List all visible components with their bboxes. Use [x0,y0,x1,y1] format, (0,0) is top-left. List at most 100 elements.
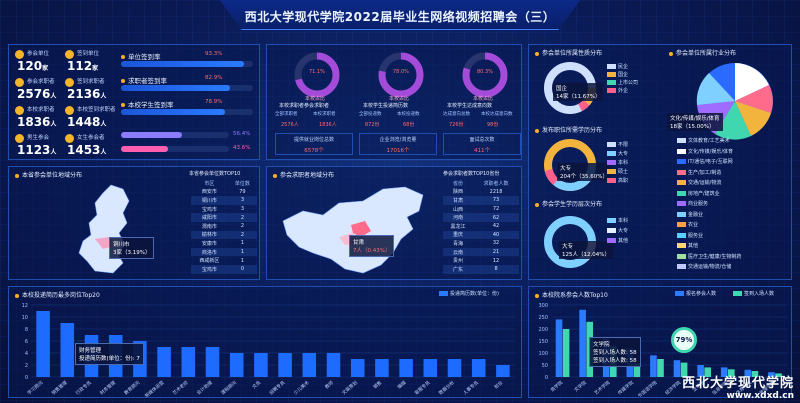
china-tooltip-title: 甘肃 [353,240,365,246]
legend-item[interactable]: 不限 [607,141,628,148]
bar [399,359,413,377]
rate-bar-fill [121,109,226,115]
legend-label: 文体教育/工艺美术 [688,138,730,144]
legend-swatch [677,180,686,185]
legend-item[interactable]: 民企 [607,63,628,70]
watermark: 西北大学现代学院 www.xdxd.cn [682,372,794,401]
percent-donut [462,52,508,98]
stat-number: 1453 [67,143,101,157]
user-icon [15,106,24,115]
legend-item[interactable]: 国企 [607,71,628,78]
legend-item[interactable]: 硕士 [607,168,628,175]
x-tick-label: 教师 [323,379,335,391]
header-frame [220,0,580,30]
table-row: 云南 21 [443,247,519,257]
legend-swatch [607,64,616,69]
y-tick-label: 300 [538,303,548,309]
table-cell: 榆林市 [191,230,228,240]
donut-percent: 80.3% [477,69,493,75]
table-cell: 1 [227,247,257,257]
positions-chart-panel: 本校投递简历最多岗位Top20 投递简历数(单位：份) 0 2 4 6 8 10 12 学习顾… [8,286,522,398]
province-col-count: 单位数 [234,180,250,187]
legend-label: 上市公司 [618,80,639,86]
y-tick-label: 6 [25,339,28,345]
legend-item[interactable]: 本科 [607,159,628,166]
legend-label: 本科 [618,218,629,224]
legend-item[interactable]: 其他 [607,237,628,244]
legend-item[interactable]: 农业 [677,221,698,228]
china-map[interactable] [273,181,433,279]
donut-stat-label: 全部求职者 [275,112,298,117]
donut-percent: 78.0% [393,69,409,75]
bar [181,347,196,377]
legend-item[interactable]: 金融业 [677,211,703,218]
industry-tooltip: 文化/传媒/娱乐/体育 18家（15.00%） [667,113,723,131]
bullet-icon [121,103,125,107]
table-row: 重庆 40 [443,230,519,240]
stat-unit: 家 [42,65,49,72]
bar [720,367,728,377]
user-icon [15,50,24,59]
x-tick-label: 艺术学院 [593,379,612,396]
legend-item[interactable]: 大专 [607,150,628,157]
donut-stat-label: 本校达成意向数 [481,112,513,117]
legend-item[interactable]: 上市公司 [607,79,638,86]
donut-title: 本校学生投递简历数 [363,103,409,109]
table-cell: 2 [227,230,257,240]
positions-legend-text: 投递简历数(单位：份) [450,291,499,297]
legend-label: 金融业 [688,211,704,218]
legend-swatch [677,148,686,154]
table-cell: 72 [492,206,500,213]
legend-item[interactable]: 大专 [607,227,628,234]
table-cell: 西安市 [201,189,217,196]
legend-item[interactable]: 本科 [607,217,628,224]
stat-value: 1448人 [67,115,106,129]
legend-item[interactable]: 文体教育/工艺美术 [677,137,730,144]
positions-tooltip: 财务管理 投递简历数(单位：份): 7 [75,343,144,365]
x-tick-label: 外国语学院 [636,379,658,397]
legend-item[interactable]: 生产/加工/制造 [677,169,721,176]
stat-value: 112家 [67,59,98,73]
legend-item[interactable]: 服务业 [677,232,703,239]
table-cell: 重庆 [443,230,474,240]
legend-label: 房地产/建筑业 [688,190,720,197]
stats-panel: 参会单位 120家 签到单位 112家 参会求职者 2576人 签到求职者 2136人 本校求职… [8,44,260,160]
legend-item[interactable]: 医疗卫生/健康/生物制药 [677,253,741,260]
legend-swatch [677,264,686,269]
x-tick-label: 教育顾问 [123,379,142,396]
bullet-icon [15,293,19,298]
table-cell: 32 [492,240,500,247]
stat-value: 2576人 [17,87,56,101]
province-col-city: 市区 [204,180,215,187]
legend-item[interactable]: 外企 [607,87,628,94]
stat-unit: 人 [100,93,107,100]
positions-tooltip-title: 财务管理 [79,348,102,354]
legend-swatch [677,190,686,196]
x-tick-label: 会计助理 [195,379,214,396]
level-title: 参会学生学历层次分布 [535,199,602,208]
nature-tooltip-label: 国企 [556,86,568,92]
table-cell: 8 [473,264,519,274]
legend-item[interactable]: 高职 [607,177,628,184]
bar [423,359,438,377]
bar [751,371,759,377]
legend-item[interactable]: 商业服务 [677,200,708,207]
table-cell: 12 [492,257,500,264]
industry-title-text: 参会单位所属行业分布 [676,50,737,57]
legend-label: 服务业 [688,232,704,239]
bar [768,372,775,377]
legend-item[interactable]: 交通/运输/物流 [677,179,721,186]
x-tick-label: 经济学院 [663,379,682,396]
rate-label: 本校学生签到率 [121,99,174,109]
legend-item[interactable]: 房地产/建筑业 [677,190,720,197]
department-title-text: 本校院系参会人数Top10 [542,292,608,299]
legend-item[interactable]: 文化/传媒/娱乐/体育 [677,148,733,155]
shaanxi-map[interactable] [73,183,143,277]
legend-item[interactable]: IT/通信/电子/互联网 [677,158,733,165]
legend-swatch [607,218,616,223]
legend-item[interactable]: 交通运输/物流/仓储 [677,263,731,270]
donut-stat-label: 本校求职者 [313,112,336,117]
legend-item[interactable]: 其他 [677,242,698,249]
y-tick-label: 2 [25,363,28,369]
